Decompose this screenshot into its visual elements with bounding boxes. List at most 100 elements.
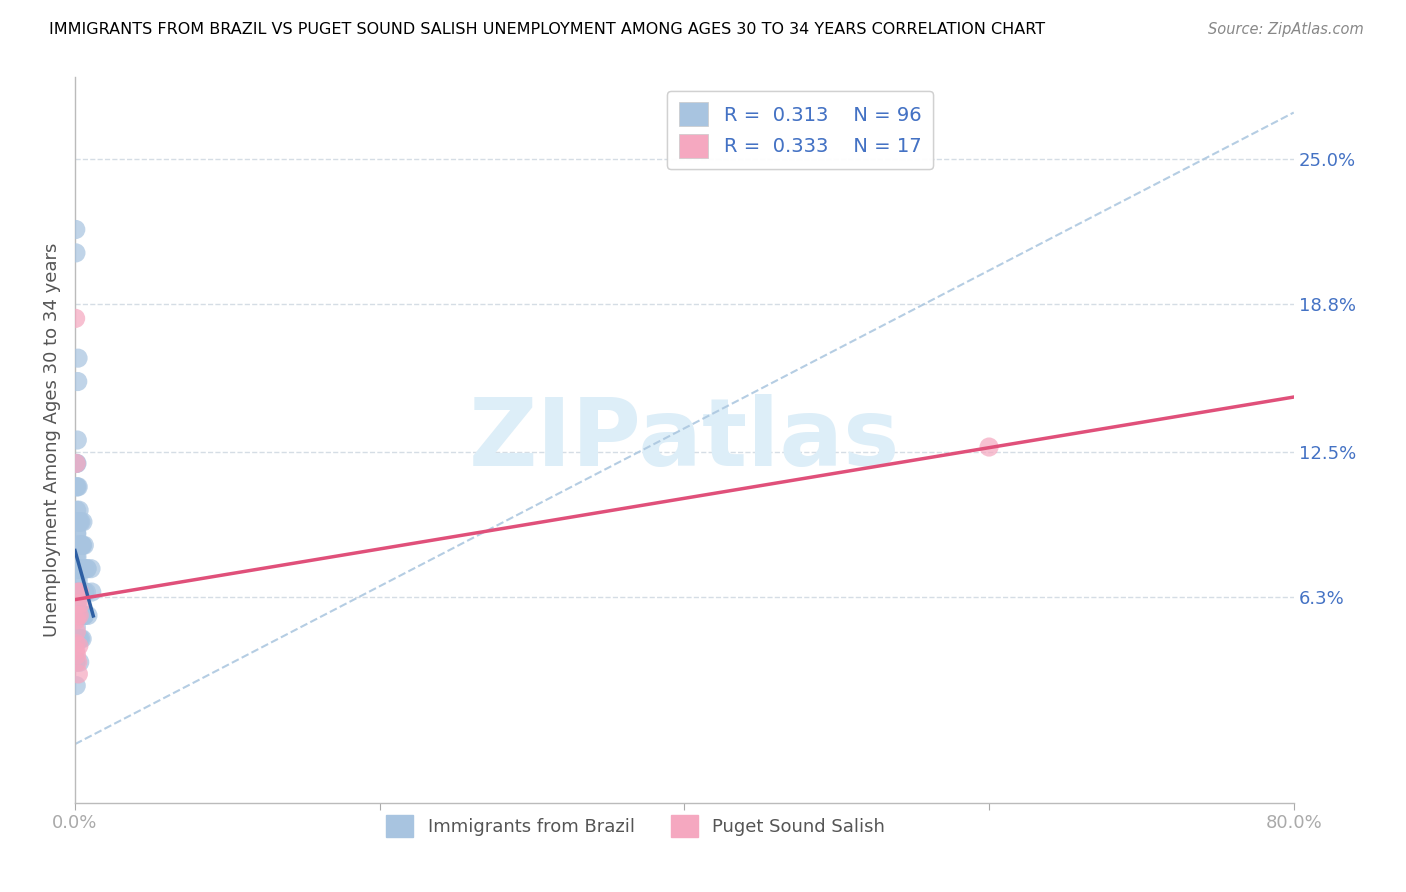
Point: [75, 585, 97, 599]
Point: [67, 480, 90, 494]
Point: [67, 585, 90, 599]
Point: [67, 538, 90, 552]
Point: [73, 585, 96, 599]
Point: [65, 549, 87, 564]
Point: [67, 351, 90, 366]
Point: [66, 585, 89, 599]
Point: [70, 608, 93, 623]
Point: [66, 526, 89, 541]
Point: [72, 562, 94, 576]
Point: [65, 222, 87, 236]
Point: [69, 608, 91, 623]
Point: [66, 503, 89, 517]
Point: [72, 585, 94, 599]
Point: [66, 655, 89, 669]
Point: [65, 562, 87, 576]
Point: [67, 562, 90, 576]
Point: [69, 585, 91, 599]
Point: [72, 585, 94, 599]
Point: [65, 457, 87, 471]
Point: [70, 538, 93, 552]
Point: [66, 375, 89, 389]
Point: [66, 515, 89, 529]
Point: [65, 679, 87, 693]
Point: [72, 538, 94, 552]
Point: [66, 433, 89, 447]
Point: [65, 632, 87, 646]
Point: [73, 585, 96, 599]
Point: [67, 574, 90, 588]
Point: [72, 562, 94, 576]
Point: [65, 526, 87, 541]
Point: [69, 562, 91, 576]
Point: [69, 655, 91, 669]
Point: [80, 562, 103, 576]
Point: [69, 585, 91, 599]
Point: [977, 440, 1000, 454]
Point: [69, 562, 91, 576]
Point: [69, 515, 91, 529]
Point: [66, 480, 89, 494]
Text: Source: ZipAtlas.com: Source: ZipAtlas.com: [1208, 22, 1364, 37]
Point: [67, 538, 90, 552]
Point: [69, 585, 91, 599]
Point: [73, 538, 96, 552]
Point: [65, 655, 87, 669]
Point: [66, 632, 89, 646]
Point: [65, 457, 87, 471]
Point: [67, 639, 90, 653]
Text: ZIPatlas: ZIPatlas: [468, 394, 900, 486]
Point: [67, 608, 90, 623]
Point: [66, 585, 89, 599]
Point: [67, 562, 90, 576]
Point: [70, 632, 93, 646]
Point: [65, 613, 87, 627]
Point: [80, 585, 103, 599]
Point: [67, 667, 90, 681]
Point: [72, 608, 94, 623]
Point: [66, 597, 89, 611]
Point: [66, 562, 89, 576]
Point: [73, 608, 96, 623]
Point: [70, 538, 93, 552]
Point: [72, 515, 94, 529]
Point: [66, 574, 89, 588]
Point: [69, 562, 91, 576]
Point: [76, 562, 98, 576]
Point: [73, 562, 96, 576]
Point: [66, 457, 89, 471]
Point: [72, 608, 94, 623]
Point: [73, 562, 96, 576]
Point: [70, 608, 93, 623]
Point: [73, 608, 96, 623]
Point: [76, 562, 98, 576]
Point: [72, 538, 94, 552]
Point: [65, 636, 87, 650]
Point: [73, 585, 96, 599]
Point: [65, 648, 87, 663]
Point: [65, 585, 87, 599]
Point: [67, 608, 90, 623]
Point: [65, 585, 87, 599]
Point: [69, 597, 91, 611]
Text: IMMIGRANTS FROM BRAZIL VS PUGET SOUND SALISH UNEMPLOYMENT AMONG AGES 30 TO 34 YE: IMMIGRANTS FROM BRAZIL VS PUGET SOUND SA…: [49, 22, 1045, 37]
Point: [67, 608, 90, 623]
Point: [67, 585, 90, 599]
Point: [66, 597, 89, 611]
Point: [70, 585, 93, 599]
Point: [65, 245, 87, 260]
Point: [67, 632, 90, 646]
Point: [67, 515, 90, 529]
Point: [65, 632, 87, 646]
Point: [66, 549, 89, 564]
Point: [65, 597, 87, 611]
Point: [67, 608, 90, 623]
Y-axis label: Unemployment Among Ages 30 to 34 years: Unemployment Among Ages 30 to 34 years: [44, 243, 60, 637]
Point: [65, 620, 87, 634]
Point: [65, 311, 87, 326]
Point: [65, 608, 87, 623]
Point: [73, 562, 96, 576]
Legend: R =  0.313    N = 96, R =  0.333    N = 17: R = 0.313 N = 96, R = 0.333 N = 17: [668, 91, 934, 169]
Point: [65, 655, 87, 669]
Point: [67, 632, 90, 646]
